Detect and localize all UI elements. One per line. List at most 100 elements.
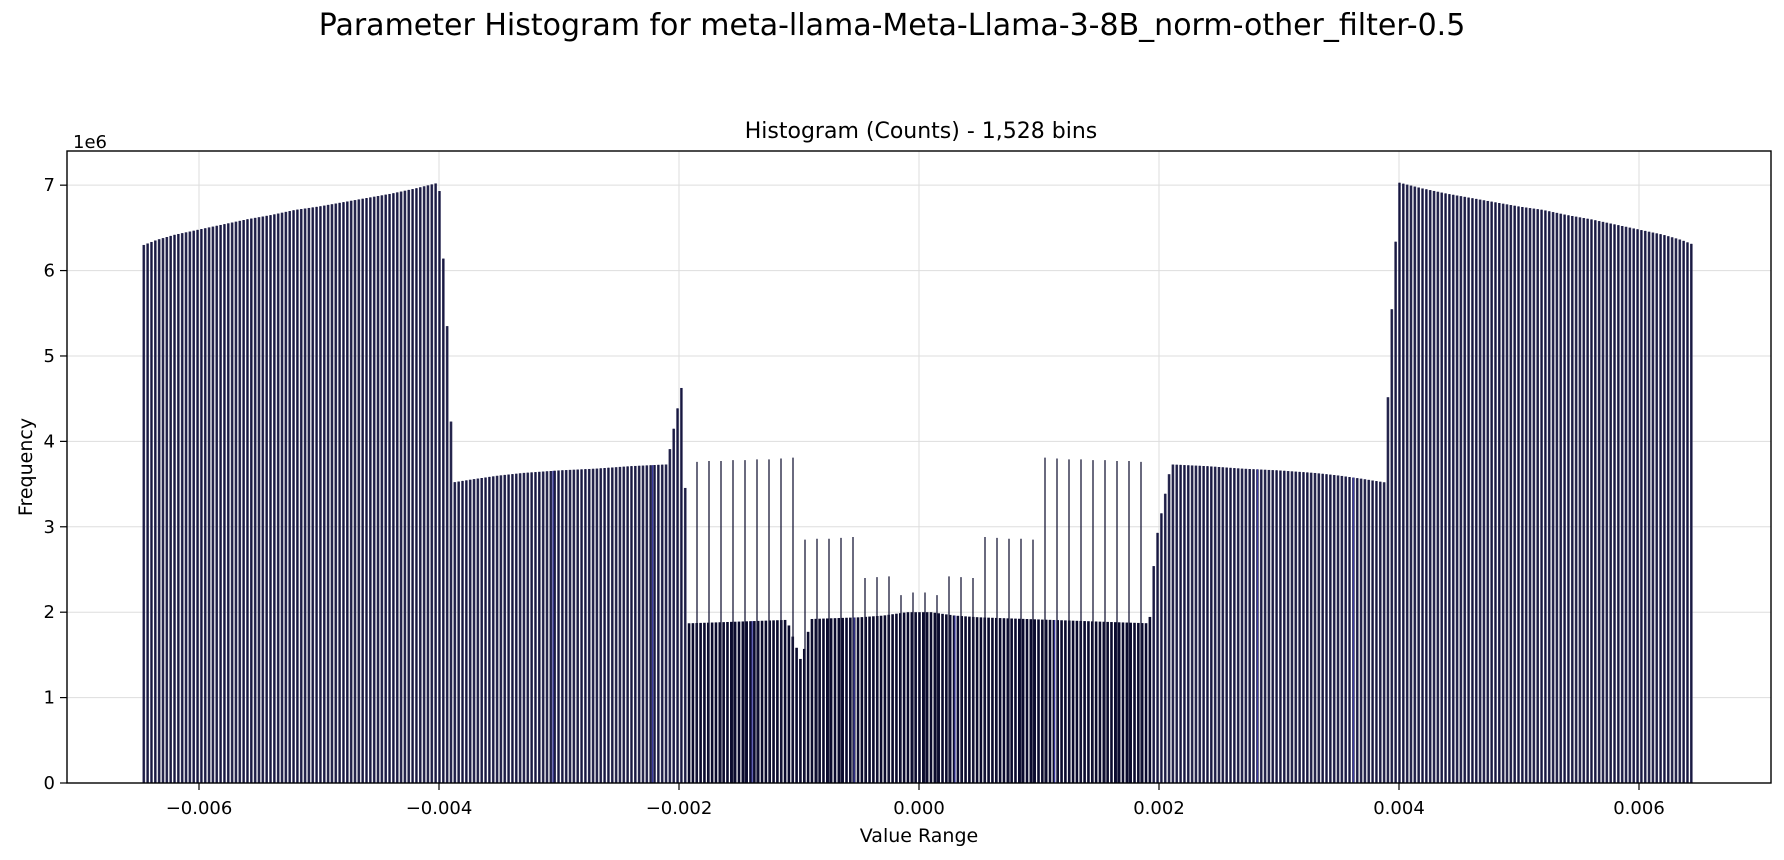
histogram-bar	[922, 612, 925, 783]
histogram-bar	[730, 621, 733, 783]
histogram-bar	[1014, 618, 1017, 783]
histogram-bar	[837, 618, 841, 783]
histogram-bar	[760, 620, 764, 783]
histogram-bar	[699, 622, 702, 783]
histogram-bar	[741, 621, 745, 783]
histogram-bar	[718, 622, 722, 783]
histogram-bar	[691, 623, 695, 783]
histogram-bar	[1090, 621, 1094, 783]
histogram-bar	[826, 618, 829, 783]
histogram-bar	[703, 622, 706, 783]
histogram-bar	[687, 623, 691, 783]
histogram-bar	[872, 616, 875, 783]
histogram-bar	[749, 621, 752, 783]
histogram-bar	[814, 618, 818, 783]
histogram-bar	[968, 616, 971, 783]
histogram-bar	[1025, 619, 1029, 783]
x-tick-label: −0.004	[406, 798, 473, 819]
histogram-bar	[1048, 619, 1052, 783]
histogram-bar	[714, 622, 718, 783]
histogram-bar	[979, 617, 983, 783]
histogram-bar	[1106, 621, 1109, 783]
histogram-bar	[856, 617, 860, 783]
x-tick-label: 0.006	[1613, 798, 1665, 819]
histogram-bar	[1133, 622, 1136, 783]
x-axis-label: Value Range	[860, 825, 978, 847]
histogram-bar	[787, 625, 791, 783]
histogram-bar	[975, 617, 979, 783]
histogram-bar	[1006, 618, 1010, 783]
histogram-bar	[860, 617, 864, 783]
histogram-bar	[1029, 619, 1033, 783]
histogram-bar	[883, 615, 887, 783]
histogram-bar	[987, 617, 990, 783]
histogram-bar	[756, 620, 760, 783]
histogram-bar	[710, 622, 714, 783]
histogram-bar	[952, 615, 956, 783]
histogram-bar	[1129, 622, 1132, 783]
histogram-bar	[1060, 620, 1063, 783]
histogram-bar	[799, 658, 802, 783]
histogram-bars	[142, 182, 1693, 784]
histogram-bar	[925, 612, 929, 783]
histogram-bar	[879, 615, 883, 783]
x-tick-label: 0.002	[1133, 798, 1185, 819]
histogram-bar	[1098, 621, 1102, 783]
histogram-bar	[829, 618, 833, 783]
histogram-bar	[933, 612, 937, 783]
histogram-bar	[745, 621, 748, 783]
histogram-bar	[722, 622, 725, 783]
histogram-bar	[833, 618, 837, 783]
histogram-bar	[998, 618, 1002, 783]
histogram-bar	[1010, 618, 1013, 783]
y-tick-label: 0	[44, 773, 55, 794]
x-tick-label: −0.002	[646, 798, 713, 819]
histogram-bar	[806, 631, 810, 783]
histogram-bar	[845, 617, 848, 783]
histogram-bar	[1064, 620, 1067, 783]
histogram-bar	[733, 621, 737, 783]
histogram-bar	[1140, 623, 1144, 783]
y-tick-label: 3	[44, 517, 55, 538]
histogram-bar	[1137, 622, 1140, 783]
histogram-bar	[906, 612, 910, 783]
histogram-bar	[822, 618, 825, 783]
histogram-bar	[841, 617, 844, 783]
histogram-bar	[764, 620, 768, 783]
histogram-bar	[1087, 621, 1090, 783]
x-tick-label: −0.006	[166, 798, 233, 819]
histogram-bar	[895, 613, 898, 783]
histogram-bar	[956, 615, 960, 783]
y-tick-label: 7	[44, 175, 55, 196]
histogram-bar	[783, 619, 787, 783]
histogram-bar	[706, 622, 710, 783]
y-tick-label: 2	[44, 602, 55, 623]
histogram-bar	[945, 614, 948, 783]
histogram-bar	[753, 621, 756, 783]
histogram-bar	[914, 612, 917, 783]
x-tick-label: 0.004	[1373, 798, 1425, 819]
histogram-bar	[1041, 619, 1044, 783]
histogram-bar	[726, 621, 729, 783]
histogram-bar	[1102, 621, 1106, 783]
chart-title: Histogram (Counts) - 1,528 bins	[745, 119, 1097, 144]
histogram-bar	[918, 612, 921, 783]
histogram-bar	[772, 620, 775, 783]
histogram-bar	[737, 621, 741, 783]
histogram-bar	[1052, 619, 1056, 783]
y-tick-label: 1	[44, 688, 55, 709]
histogram-bar	[964, 616, 967, 783]
histogram-bar	[1121, 622, 1125, 783]
histogram-bar	[1056, 620, 1060, 783]
histogram-bar	[1037, 619, 1040, 783]
y-tick-label: 6	[44, 261, 55, 282]
y-axis-label: Frequency	[15, 418, 37, 516]
histogram-bar	[910, 612, 914, 783]
y-tick-label: 5	[44, 346, 55, 367]
histogram-bar	[818, 618, 821, 783]
figure-title: Parameter Histogram for meta-llama-Meta-…	[318, 8, 1466, 43]
histogram-bar	[994, 617, 998, 783]
histogram-bar	[795, 647, 798, 783]
histogram-bar	[1114, 622, 1117, 783]
histogram-bar	[948, 614, 952, 783]
